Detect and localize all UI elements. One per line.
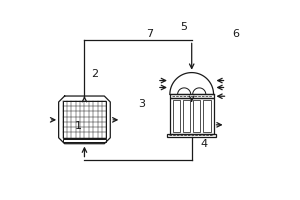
Text: 7: 7 (146, 29, 154, 39)
Text: 1: 1 (75, 121, 82, 131)
Bar (63, 101, 106, 138)
Bar (170, 94, 214, 98)
Text: 3: 3 (139, 99, 145, 109)
Bar (63, 139, 106, 142)
Bar (167, 134, 216, 137)
Text: 4: 4 (200, 139, 207, 149)
Bar (183, 100, 190, 132)
Bar (173, 100, 180, 132)
Bar (203, 100, 211, 132)
Text: 6: 6 (232, 29, 239, 39)
Text: 2: 2 (91, 69, 98, 79)
Bar (193, 100, 200, 132)
Text: 5: 5 (180, 22, 187, 32)
Bar (170, 98, 214, 134)
